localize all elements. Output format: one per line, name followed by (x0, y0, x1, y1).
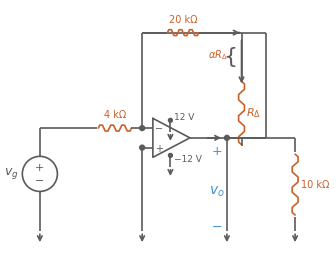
Text: −: − (212, 221, 222, 234)
Circle shape (224, 135, 229, 140)
Text: 4 kΩ: 4 kΩ (104, 110, 126, 120)
Text: +: + (35, 163, 45, 173)
Text: −12 V: −12 V (174, 155, 202, 164)
Text: 12 V: 12 V (174, 113, 195, 122)
Text: $\alpha R_\Delta$: $\alpha R_\Delta$ (208, 48, 228, 62)
Text: −: − (155, 124, 163, 134)
Text: +: + (155, 144, 163, 154)
Circle shape (140, 145, 144, 150)
Circle shape (168, 153, 172, 157)
Text: +: + (212, 145, 222, 158)
Text: −: − (35, 176, 45, 186)
Text: $v_o$: $v_o$ (209, 184, 225, 199)
Text: $R_\Delta$: $R_\Delta$ (246, 106, 261, 120)
Text: 20 kΩ: 20 kΩ (169, 15, 197, 25)
Circle shape (168, 118, 172, 122)
Text: $v_g$: $v_g$ (4, 166, 18, 181)
Text: 10 kΩ: 10 kΩ (301, 180, 329, 190)
Text: {: { (223, 47, 238, 67)
Circle shape (140, 126, 144, 130)
